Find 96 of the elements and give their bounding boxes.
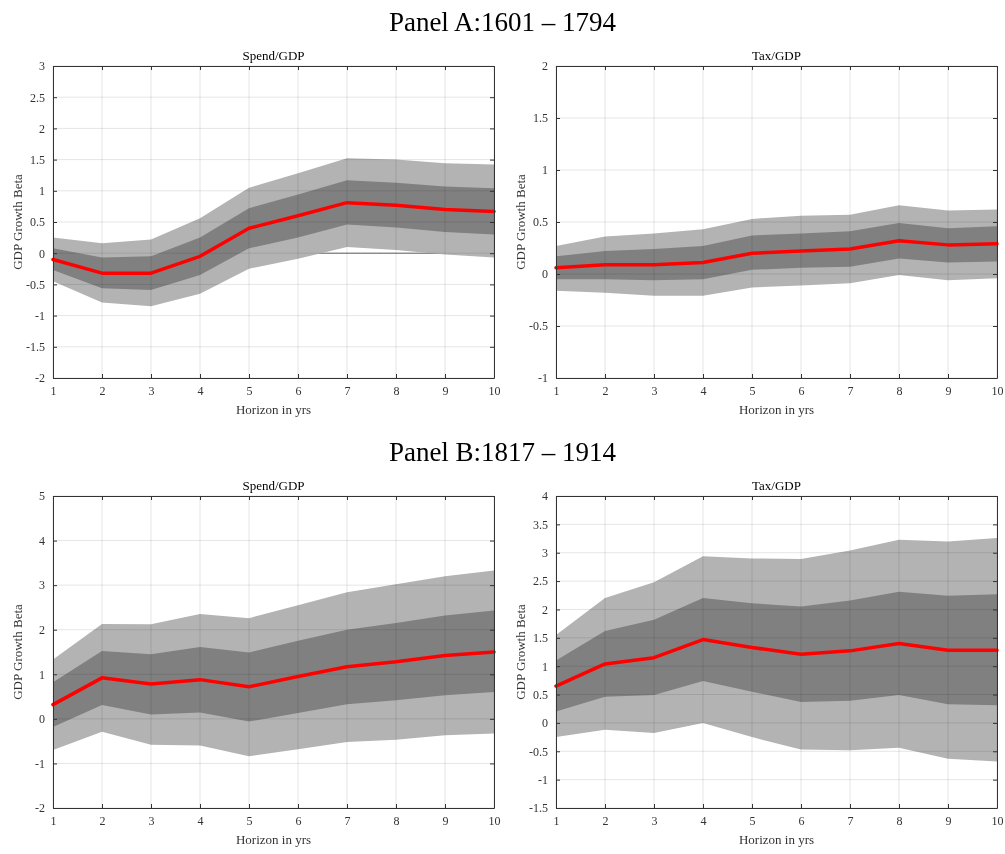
y-tick-label: 1 [542,163,548,178]
x-tick-label: 7 [847,383,854,398]
y-tick-label: -1 [35,308,45,323]
x-tick-label: 9 [442,813,449,828]
y-tick-label: 3 [542,546,548,561]
y-tick-label: 2 [39,623,45,638]
y-axis-title: GDP Growth Beta [513,174,528,270]
y-tick-label: 4 [39,533,45,548]
x-axis-title: Horizon in yrs [235,832,312,847]
x-tick-label: 1 [553,813,560,828]
x-tick-label: 8 [896,383,903,398]
y-tick-label: 0.5 [533,687,548,702]
y-tick-label: 1.5 [30,152,45,167]
x-tick-label: 6 [295,383,302,398]
x-tick-label: 9 [442,383,449,398]
x-tick-label: 5 [246,383,253,398]
y-tick-label: 3.5 [533,517,548,532]
y-axis-title: GDP Growth Beta [513,604,528,700]
y-tick-label: 1 [542,659,548,674]
y-tick-label: 2.5 [30,90,45,105]
y-tick-label: -0.5 [529,744,548,759]
line-series [51,200,496,275]
x-tick-label: 4 [700,813,707,828]
y-tick-label: 5 [39,489,45,504]
x-tick-label: 8 [896,813,903,828]
y-tick-label: 0 [39,246,45,261]
x-tick-label: 9 [945,383,952,398]
x-tick-label: 7 [847,813,854,828]
chart-title: Spend/GDP [242,478,305,493]
x-tick-label: 10 [991,813,1004,828]
x-tick-label: 5 [246,813,253,828]
x-tick-label: 2 [602,813,609,828]
y-tick-label: 0.5 [30,215,45,230]
x-tick-label: 9 [945,813,952,828]
x-tick-label: 2 [602,383,609,398]
y-tick-label: 1.5 [533,631,548,646]
x-tick-label: 6 [798,813,805,828]
y-tick-label: 0 [39,712,45,727]
y-tick-label: -1.5 [26,340,45,355]
y-tick-label: 1 [39,667,45,682]
x-tick-label: 1 [50,383,57,398]
y-tick-label: 2 [39,121,45,136]
y-tick-label: 0 [542,716,548,731]
x-tick-label: 5 [749,383,756,398]
line-series [554,238,999,270]
x-tick-label: 3 [651,813,658,828]
line-series [51,650,496,707]
chart-title: Spend/GDP [242,48,305,63]
x-axis-title: Horizon in yrs [738,832,815,847]
y-tick-label: 0.5 [533,215,548,230]
y-tick-label: 2 [542,59,548,74]
text: Panel A:1601 – 1794 [387,6,618,38]
y-tick-label: 2.5 [533,574,548,589]
x-tick-label: 4 [700,383,707,398]
y-axis-title: GDP Growth Beta [10,174,25,270]
y-tick-label: -1 [538,371,548,386]
y-tick-label: 0 [542,267,548,282]
x-tick-label: 6 [295,813,302,828]
x-tick-label: 10 [488,813,501,828]
x-tick-label: 6 [798,383,805,398]
y-tick-label: -1.5 [529,801,548,816]
y-axis-title: GDP Growth Beta [10,604,25,700]
x-tick-label: 3 [651,383,658,398]
x-tick-label: 7 [344,383,351,398]
x-tick-label: 5 [749,813,756,828]
x-tick-label: 8 [393,383,400,398]
y-tick-label: 4 [542,489,548,504]
y-tick-label: -0.5 [529,319,548,334]
y-tick-label: -2 [35,371,45,386]
x-tick-label: 10 [991,383,1004,398]
text: Panel B:1817 – 1914 [387,436,618,468]
chart-title: Tax/GDP [752,478,801,493]
x-tick-label: 3 [148,813,155,828]
x-tick-label: 2 [99,813,106,828]
y-tick-label: 2 [542,602,548,617]
x-axis-title: Horizon in yrs [235,402,312,417]
x-tick-label: 1 [553,383,560,398]
y-tick-label: -2 [35,801,45,816]
x-tick-label: 10 [488,383,501,398]
x-tick-label: 8 [393,813,400,828]
x-tick-label: 4 [197,813,204,828]
x-tick-label: 4 [197,383,204,398]
x-tick-label: 3 [148,383,155,398]
x-tick-label: 2 [99,383,106,398]
y-tick-label: 1 [39,184,45,199]
y-tick-label: -0.5 [26,277,45,292]
chart-title: Tax/GDP [752,48,801,63]
x-tick-label: 1 [50,813,57,828]
x-tick-label: 7 [344,813,351,828]
y-tick-label: 3 [39,578,45,593]
y-tick-label: 1.5 [533,111,548,126]
x-axis-title: Horizon in yrs [738,402,815,417]
y-tick-label: 3 [39,59,45,74]
y-tick-label: -1 [538,772,548,787]
line-series [554,637,999,688]
y-tick-label: -1 [35,756,45,771]
